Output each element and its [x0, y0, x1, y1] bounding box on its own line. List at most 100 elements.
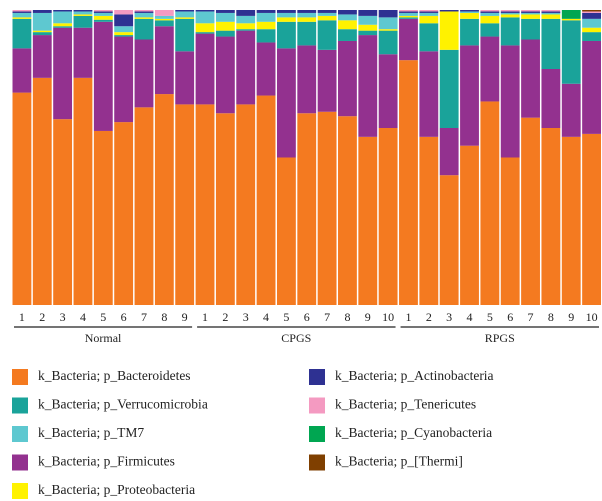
x-tick-label: 4 [467, 310, 473, 324]
bar-segment [134, 107, 154, 305]
bar-segment [399, 17, 418, 19]
bar-segment [521, 39, 540, 118]
bar-segment [256, 29, 276, 43]
bar-segment [73, 15, 93, 28]
bar-segment [399, 15, 418, 18]
bar-segment [480, 11, 500, 13]
bar-segment [154, 10, 174, 16]
bar-segment [460, 145, 479, 305]
bar-segment [317, 10, 337, 13]
legend-label: k_Bacteria; p_[Thermi] [335, 454, 463, 469]
bar-segment [195, 33, 215, 105]
bar-segment [215, 10, 235, 13]
bar-segment [154, 94, 174, 305]
x-tick-label: 3 [60, 310, 66, 324]
bar-segment [53, 119, 73, 306]
bar-segment [32, 77, 52, 305]
bar-segment [317, 12, 337, 16]
bar-segment [134, 12, 154, 18]
bar-segment [521, 11, 540, 13]
bar-segment [582, 11, 601, 13]
bar-segment [480, 101, 500, 305]
bar-segment [195, 23, 215, 33]
bar-segment [500, 11, 520, 13]
bar-segment [419, 10, 439, 12]
bar-segment [460, 45, 479, 146]
bar-segment [256, 95, 276, 305]
bar-segment [358, 24, 378, 31]
bar-segment [480, 36, 500, 102]
bar-segment [32, 32, 52, 36]
bar-segment [561, 10, 581, 19]
legend-swatch [12, 483, 28, 499]
bar-segment [500, 10, 520, 12]
bar-segment [12, 10, 32, 12]
x-tick-label: 7 [141, 310, 147, 324]
x-tick-label: 6 [304, 310, 310, 324]
legend-swatch [309, 426, 325, 442]
bar-segment [561, 20, 581, 84]
legend-label: k_Bacteria; p_Verrucomicrobia [38, 397, 208, 412]
bar-segment [32, 30, 52, 33]
bar-segment [12, 92, 32, 305]
bar-segment [195, 11, 215, 24]
bar-segment [358, 30, 378, 36]
bar-segment [500, 12, 520, 15]
legend-swatch [309, 454, 325, 471]
bar-segment [195, 32, 215, 34]
bar-segment [114, 36, 134, 123]
bar-segment [541, 18, 561, 70]
bar-segment [134, 39, 154, 108]
legend-swatch [12, 454, 28, 471]
x-tick-label: 4 [80, 310, 86, 324]
bar-segment [338, 14, 357, 21]
bar-segment [317, 20, 337, 50]
bar-segment [521, 14, 540, 19]
bar-segment [175, 104, 195, 306]
bar-segment [276, 48, 296, 158]
legend-label: k_Bacteria; p_Firmicutes [38, 454, 175, 469]
bar-segment [480, 23, 500, 37]
bar-segment [114, 35, 134, 37]
bar-segment [399, 11, 418, 13]
bar-segment [93, 11, 113, 13]
bar-segment [358, 10, 378, 16]
x-tick-label: 3 [243, 310, 249, 324]
legend-label: k_Bacteria; p_Cyanobacteria [335, 425, 492, 440]
bar-segment [215, 12, 235, 22]
legend-label: k_Bacteria; p_Tenericutes [335, 397, 476, 412]
bar-segment [541, 128, 561, 305]
bar-segment [480, 12, 500, 16]
group-label: RPGS [485, 331, 515, 345]
bar-segment [460, 18, 479, 46]
bar-segment [541, 14, 561, 19]
x-tick-label: 7 [324, 310, 330, 324]
bar-segment [582, 133, 601, 305]
bar-segment [582, 10, 601, 12]
bar-segment [276, 12, 296, 18]
bar-segment [419, 12, 439, 16]
bar-segment [12, 11, 32, 13]
group-label: CPGS [281, 331, 311, 345]
bar-segment [338, 116, 357, 305]
bar-segment [317, 15, 337, 21]
bar-segment [32, 10, 52, 13]
bar-segment [215, 21, 235, 31]
bar-segment [154, 18, 174, 21]
bar-segment [338, 20, 357, 30]
x-tick-label: 7 [528, 310, 534, 324]
bar-segment [12, 48, 32, 93]
bar-segment [175, 18, 195, 52]
bar-segment [521, 18, 540, 40]
bar-segment [256, 12, 276, 22]
bar-segment [73, 27, 93, 78]
bar-segment [521, 10, 540, 12]
bar-segment [378, 29, 398, 31]
bar-segment [541, 12, 561, 15]
bar-segment [73, 77, 93, 305]
bar-segment [53, 23, 73, 27]
bar-segment [582, 40, 601, 134]
bar-segment [53, 10, 73, 12]
bar-segment [175, 51, 195, 105]
